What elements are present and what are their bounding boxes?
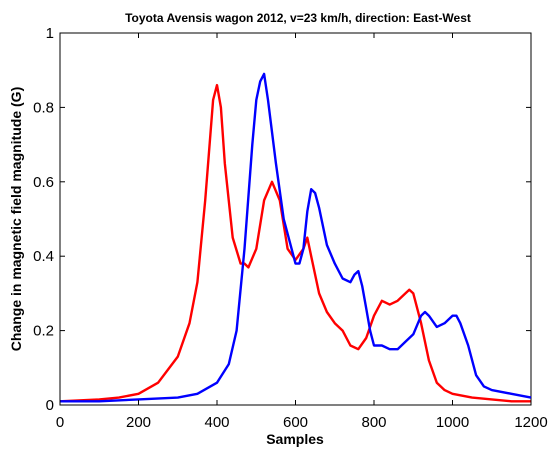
tick-layer: 0 200 400 600 800 1000 1200 0 0.2 0.4 0.6 0.8 1 <box>33 25 548 431</box>
y-tick-label: 0.2 <box>33 323 54 340</box>
x-tick-label: 800 <box>361 414 386 431</box>
x-tick-label: 0 <box>56 414 64 431</box>
x-axis-label: Samples <box>266 431 324 447</box>
y-tick-label: 0 <box>46 397 54 414</box>
x-tick-label: 1000 <box>436 414 469 431</box>
series-line-1 <box>60 72 532 403</box>
y-tick-label: 0.8 <box>33 99 54 116</box>
y-tick-label: 0.4 <box>33 248 54 265</box>
series-layer <box>59 72 532 403</box>
x-tick-label: 400 <box>204 414 229 431</box>
y-tick-label: 0.6 <box>33 174 54 191</box>
y-axis-label: Change in magnetic field magnitude (G) <box>8 87 24 351</box>
x-tick-label: 200 <box>126 414 151 431</box>
x-tick-label: 600 <box>283 414 308 431</box>
y-tick-label: 1 <box>46 25 54 42</box>
plot-area <box>59 32 532 406</box>
x-tick-label: 1200 <box>514 414 547 431</box>
chart-title: Toyota Avensis wagon 2012, v=23 km/h, di… <box>125 11 471 25</box>
series-line-0 <box>59 83 531 403</box>
